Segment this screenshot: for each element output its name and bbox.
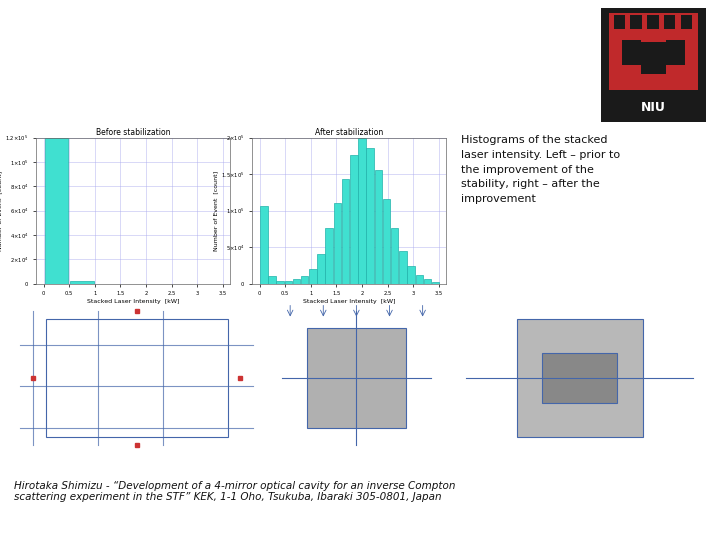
X-axis label: Stacked Laser Intensity  [kW]: Stacked Laser Intensity [kW]: [87, 299, 179, 304]
Bar: [391, 228, 398, 284]
Bar: [432, 282, 439, 284]
Bar: [71, 281, 94, 284]
Bar: [374, 170, 382, 284]
Bar: [423, 279, 431, 284]
Title: After stabilization: After stabilization: [315, 128, 383, 137]
Bar: [276, 281, 284, 284]
Bar: [383, 199, 390, 284]
Bar: [325, 228, 333, 284]
Bar: [268, 276, 276, 284]
Y-axis label: Number of Event  [count]: Number of Event [count]: [213, 171, 218, 251]
Bar: [366, 148, 374, 284]
Text: Introduction - Main: Introduction - Main: [22, 25, 322, 53]
Bar: [647, 15, 659, 29]
Title: Before stabilization: Before stabilization: [96, 128, 171, 137]
Bar: [260, 206, 268, 284]
Text: Hirotaka Shimizu - “Development of a 4-mirror optical cavity for an inverse Comp: Hirotaka Shimizu - “Development of a 4-m…: [14, 481, 456, 502]
Bar: [613, 15, 625, 29]
Bar: [45, 138, 68, 284]
X-axis label: Stacked Laser Intensity  [kW]: Stacked Laser Intensity [kW]: [303, 299, 395, 304]
Bar: [333, 203, 341, 284]
Bar: [46, 320, 228, 436]
Bar: [399, 252, 407, 284]
Bar: [359, 138, 366, 284]
Bar: [517, 320, 643, 436]
Bar: [415, 275, 423, 284]
Text: NIU: NIU: [641, 102, 666, 114]
Text: Histograms of the stacked
laser intensity. Left – prior to
the improvement of th: Histograms of the stacked laser intensit…: [461, 135, 620, 204]
Bar: [608, 12, 698, 90]
Bar: [284, 281, 292, 284]
Text: challenge: challenge: [22, 83, 174, 111]
Bar: [542, 353, 618, 403]
Bar: [631, 15, 642, 29]
Bar: [342, 179, 349, 284]
Bar: [307, 328, 406, 428]
Bar: [408, 266, 415, 284]
Y-axis label: Number of Event  [count]: Number of Event [count]: [0, 171, 2, 251]
Bar: [293, 279, 300, 284]
Bar: [680, 15, 692, 29]
Bar: [301, 276, 308, 284]
Bar: [309, 269, 317, 284]
Bar: [641, 42, 666, 74]
Bar: [350, 155, 358, 284]
Bar: [622, 40, 641, 65]
Bar: [664, 15, 675, 29]
Bar: [318, 254, 325, 284]
Bar: [666, 40, 685, 65]
